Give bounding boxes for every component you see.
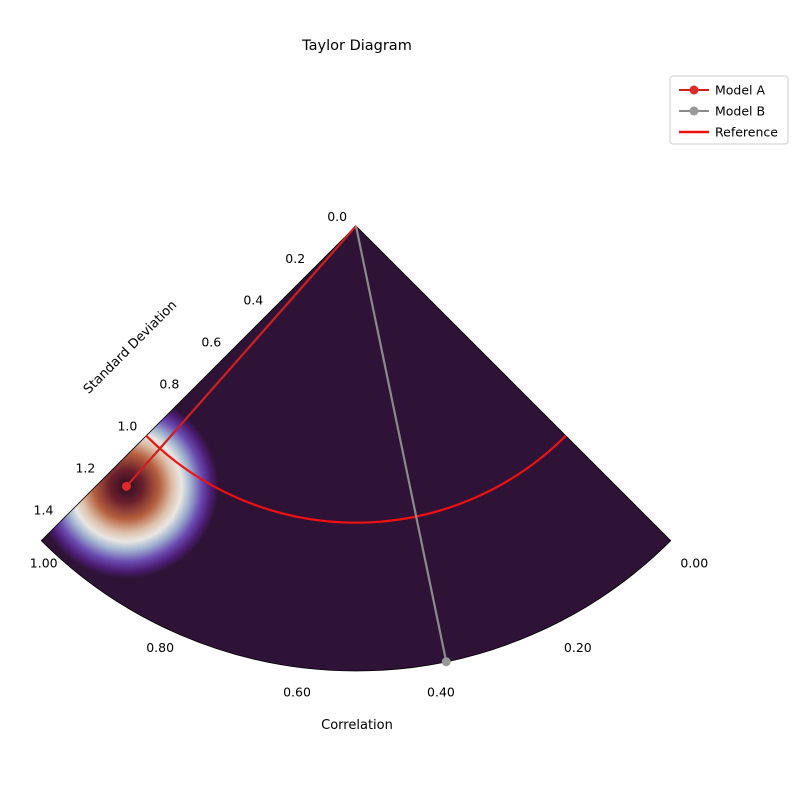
- x-axis-title: Correlation: [321, 718, 393, 733]
- std-tick-label: 1.2: [75, 461, 95, 476]
- correlation-tick-label: 1.00: [30, 555, 58, 570]
- legend-swatch-marker: [689, 106, 699, 116]
- std-tick-label: 0.2: [285, 251, 305, 266]
- std-tick-label: 0.0: [327, 209, 347, 224]
- legend-frame: [669, 75, 789, 145]
- legend-label: Model A: [715, 83, 766, 98]
- correlation-tick-label: 0.40: [427, 684, 455, 699]
- series-point: [121, 481, 131, 491]
- legend-label: Model B: [715, 104, 765, 119]
- legend-label: Reference: [715, 125, 778, 140]
- std-tick-label: 0.8: [159, 377, 179, 392]
- std-tick-label: 1.4: [34, 503, 54, 518]
- chart-title: Taylor Diagram: [301, 38, 412, 54]
- series-line: [125, 225, 357, 488]
- std-tick-labels: 0.0 0.2 0.4 0.6 0.8 1.0 1.2 1.4: [34, 209, 348, 518]
- legend: Model A Model B Reference: [669, 75, 789, 145]
- plot-area: [40, 225, 672, 672]
- correlation-tick-label: 0.00: [680, 555, 708, 570]
- correlation-tick-label: 0.20: [564, 640, 592, 655]
- plot-background: [41, 226, 671, 672]
- plot-frame: [40, 225, 672, 672]
- std-tick-label: 0.4: [243, 293, 263, 308]
- std-tick-label: 1.0: [117, 419, 137, 434]
- correlation-tick-label: 0.80: [146, 640, 174, 655]
- series-point: [441, 657, 451, 667]
- std-tick-label: 0.6: [201, 335, 221, 350]
- legend-swatch-marker: [689, 85, 699, 95]
- reference-arc: [145, 434, 567, 524]
- correlation-tick-labels: 0.00 0.20 0.40 0.60 0.80 1.00: [30, 555, 708, 699]
- series-line: [354, 225, 448, 662]
- correlation-tick-label: 0.60: [283, 684, 311, 699]
